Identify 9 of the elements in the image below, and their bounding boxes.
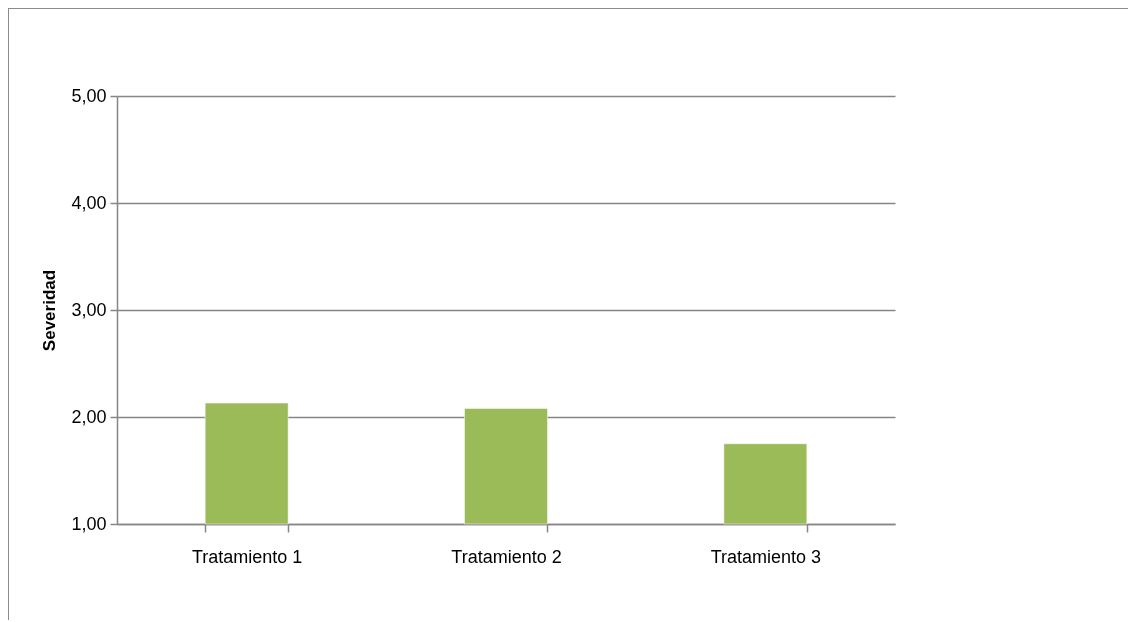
y-tick-label: 3,00	[71, 299, 107, 320]
y-tick-label: 1,00	[71, 513, 107, 534]
y-tick-label: 2,00	[71, 406, 107, 427]
x-tick-label: Tratamiento 1	[191, 546, 303, 567]
x-tick-label: Tratamiento 3	[710, 546, 822, 567]
x-tick-label: Tratamiento 2	[451, 546, 562, 567]
y-tick-label: 4,00	[71, 192, 107, 213]
y-axis-title: Severidad	[40, 269, 60, 352]
y-tick-label: 5,00	[71, 85, 107, 106]
